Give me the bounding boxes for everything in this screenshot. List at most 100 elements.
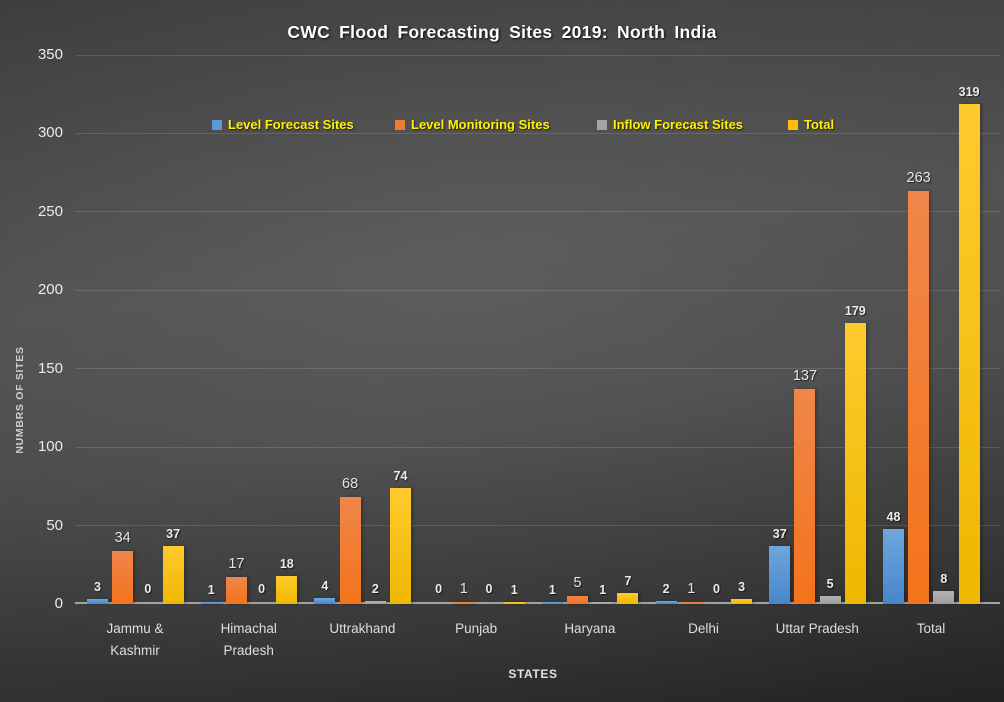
bar-group-3: 4 68 2 74 — [314, 55, 411, 604]
bar — [541, 602, 563, 604]
bar-value-label: 1 — [599, 583, 607, 598]
bar — [933, 591, 955, 604]
bar-value-label: 0 — [258, 582, 266, 596]
x-category-label: Haryana — [564, 621, 616, 636]
legend-label: Level Monitoring Sites — [411, 117, 550, 132]
x-category-label: Total — [916, 621, 946, 636]
bar-value-label: 34 — [114, 529, 131, 546]
gridline-y-0 — [75, 602, 1000, 604]
bar-value-label: 319 — [958, 84, 980, 99]
y-tick-label-50: 50 — [46, 516, 63, 534]
bar — [112, 550, 134, 604]
gridline-y-100 — [75, 446, 1000, 448]
bar-value-label: 74 — [393, 468, 408, 483]
y-tick-label-350: 350 — [37, 46, 63, 63]
plot-area: 3 34 0 37 1 17 0 18 4 68 2 74 0 1 0 1 1 5 1 7 2 1 0 3 37 137 5 179 4… — [75, 54, 1000, 604]
legend-item-level-forecast-sites: Level Forecast Sites — [212, 117, 354, 132]
y-tick-label-150: 150 — [37, 359, 63, 377]
bar-value-label: 68 — [342, 476, 359, 493]
bar — [225, 577, 247, 604]
bar — [87, 599, 108, 604]
legend-label: Total — [804, 117, 835, 132]
gridline-y-250 — [75, 211, 1000, 213]
bar — [592, 602, 614, 604]
bar-value-label: 0 — [485, 582, 493, 596]
bar-value-label: 0 — [144, 582, 152, 596]
gridline-y-350 — [75, 54, 1000, 56]
y-tick-label-300: 300 — [37, 124, 63, 142]
bar-value-label: 1 — [510, 583, 518, 598]
x-category-label: Punjab — [455, 621, 498, 636]
bar-value-label: 3 — [738, 580, 746, 595]
legend-item-total: Total — [788, 117, 834, 132]
y-tick-label-0: 0 — [54, 595, 63, 612]
bar-group-7: 37 137 5 179 — [769, 55, 866, 604]
bar-value-label: 3 — [94, 580, 101, 595]
bar-value-label: 0 — [712, 582, 720, 596]
x-category-label: Jammu & Kashmir — [106, 621, 164, 658]
bar-group-1: 3 34 0 37 — [87, 55, 184, 604]
bar — [503, 602, 525, 604]
bar — [958, 103, 980, 604]
bar-value-label: 18 — [279, 556, 294, 571]
x-category-label: Uttar Pradesh — [775, 621, 859, 636]
bar-value-label: 2 — [662, 581, 670, 596]
legend-swatch-icon — [597, 119, 607, 130]
bar-value-label: 0 — [435, 582, 443, 596]
bar-value-label: 179 — [844, 304, 866, 319]
legend-item-level-monitoring-sites: Level Monitoring Sites — [395, 117, 550, 132]
legend-label: Level Forecast Sites — [228, 117, 354, 132]
x-category-label: Delhi — [688, 621, 719, 636]
bar-value-label: 8 — [940, 572, 948, 587]
gridline-y-150 — [75, 368, 1000, 370]
bar-value-label: 7 — [624, 574, 632, 589]
bar-group-4: 0 1 0 1 — [428, 55, 525, 604]
legend-swatch-icon — [788, 119, 798, 130]
bar — [567, 596, 589, 604]
gridline-y-50 — [75, 525, 1000, 527]
bar-value-label: 5 — [573, 575, 582, 592]
bar-value-label: 5 — [826, 577, 834, 592]
bar — [794, 389, 816, 604]
bar — [819, 596, 841, 604]
bar — [680, 602, 702, 604]
bar — [453, 602, 475, 604]
bar — [908, 191, 930, 604]
bar — [339, 497, 361, 604]
bar-value-label: 1 — [687, 581, 696, 598]
bar — [390, 487, 411, 604]
bar — [276, 575, 298, 604]
bar-value-label: 1 — [207, 583, 215, 598]
bar-group-2: 1 17 0 18 — [200, 55, 298, 604]
bar-value-label: 1 — [459, 581, 468, 598]
bar-value-label: 37 — [166, 526, 181, 541]
bar-value-label: 37 — [772, 526, 787, 541]
bar-value-label: 48 — [886, 509, 901, 524]
bar-value-label: 137 — [792, 368, 818, 385]
gridline-y-200 — [75, 289, 1000, 291]
bar — [844, 323, 866, 604]
y-tick-label-100: 100 — [37, 438, 63, 456]
legend-label: Inflow Forecast Sites — [613, 117, 744, 132]
bar-group-8: 48 263 8 319 — [882, 55, 980, 604]
bar — [162, 545, 184, 604]
chart-title: CWC Flood Forecasting Sites 2019: North … — [287, 22, 717, 42]
y-tick-label-200: 200 — [37, 281, 63, 299]
bar-value-label: 17 — [228, 556, 245, 573]
bar-value-label: 4 — [321, 578, 329, 593]
bar-value-label: 2 — [371, 581, 379, 596]
x-category-label: Uttrakhand — [329, 621, 396, 636]
bar — [364, 600, 386, 604]
bar — [314, 597, 336, 604]
legend-swatch-icon — [395, 119, 405, 130]
legend-swatch-icon — [212, 119, 222, 130]
legend-item-inflow-forecast-sites: Inflow Forecast Sites — [597, 117, 743, 132]
bar-value-label: 263 — [906, 170, 931, 187]
bar — [200, 602, 222, 604]
x-category-label: Himachal Pradesh — [220, 621, 277, 658]
y-tick-label-250: 250 — [37, 202, 63, 220]
bar — [882, 528, 904, 604]
gridline-y-300 — [75, 132, 1000, 134]
